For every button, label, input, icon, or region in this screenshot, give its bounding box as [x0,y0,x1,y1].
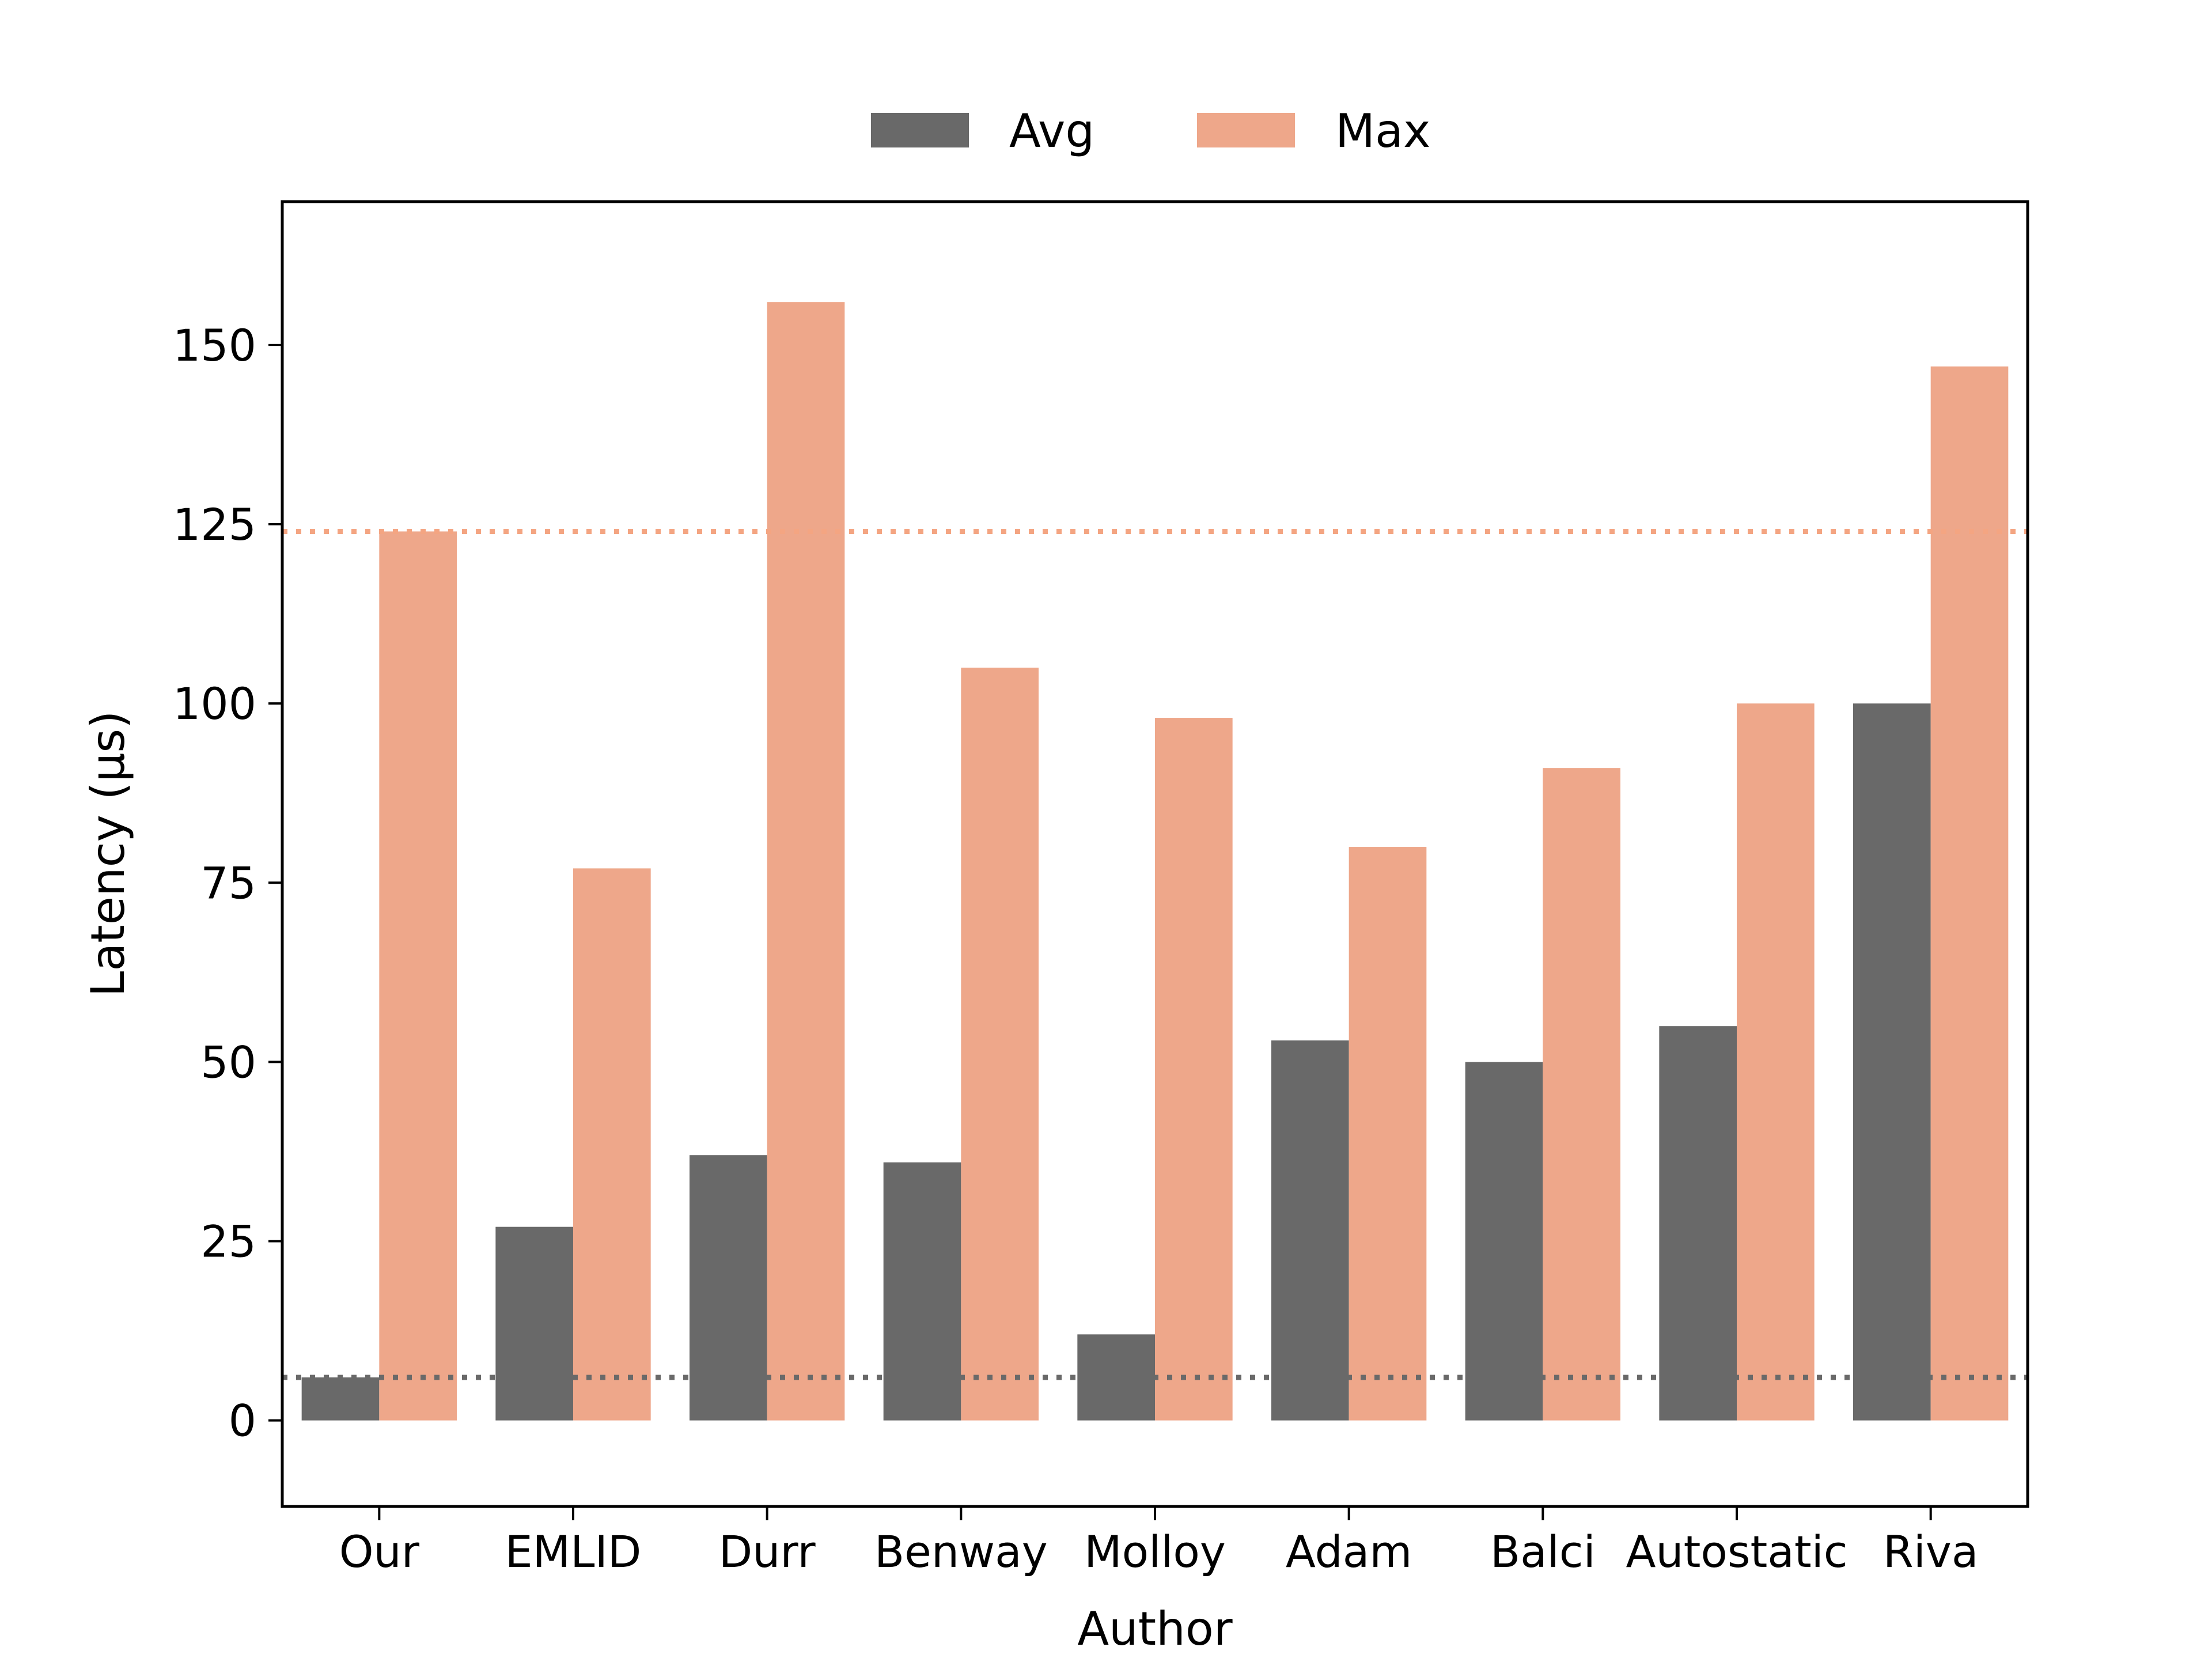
x-tick-label: Benway [874,1526,1048,1577]
x-tick-label: Autostatic [1626,1526,1847,1577]
legend-label-max: Max [1335,104,1430,158]
y-tick-label: 150 [173,320,256,371]
legend-label-avg: Avg [1009,104,1094,158]
x-tick-label: EMLID [505,1526,642,1577]
bar-avg-emlid [495,1226,573,1421]
legend-swatch-max [1197,113,1295,147]
y-tick-label: 75 [200,857,256,908]
bar-max-benway [961,667,1039,1421]
reference-lines [282,528,2028,1380]
x-tick-label: Adam [1286,1526,1412,1577]
bar-avg-adam [1271,1040,1349,1421]
bar-max-emlid [573,868,651,1421]
bar-avg-our [301,1377,380,1421]
y-tick-label: 125 [173,499,256,550]
x-tick-label: Our [339,1526,420,1577]
y-tick-label: 100 [173,678,256,729]
bar-max-riva [1930,366,2009,1421]
bar-max-molloy [1155,718,1233,1421]
y-tick-label: 25 [200,1216,256,1267]
bar-max-durr [767,302,845,1421]
legend: Avg Max [871,104,1430,158]
legend-swatch-avg [871,113,969,147]
y-axis: 0 25 50 75 100 125 150 [173,320,282,1447]
y-tick-label: 0 [229,1395,256,1447]
bars-layer [301,302,2009,1421]
bar-max-balci [1543,768,1620,1421]
bar-avg-balci [1465,1062,1543,1421]
bar-avg-benway [883,1162,961,1421]
bar-avg-autostatic [1659,1026,1737,1421]
bar-max-autostatic [1737,703,1815,1421]
x-tick-label: Molloy [1084,1526,1226,1577]
y-axis-title: Latency (µs) [81,711,135,997]
x-tick-label: Durr [719,1526,816,1577]
bar-avg-riva [1853,703,1931,1421]
x-tick-label: Balci [1490,1526,1596,1577]
bar-max-our [379,531,457,1421]
bar-max-adam [1349,847,1427,1421]
x-axis: Our EMLID Durr Benway Molloy Adam Balci Autosta… [339,1506,1978,1577]
x-axis-title: Author [1077,1602,1232,1656]
x-tick-label: Riva [1883,1526,1978,1577]
bar-avg-durr [690,1155,767,1421]
y-tick-label: 50 [200,1036,256,1088]
